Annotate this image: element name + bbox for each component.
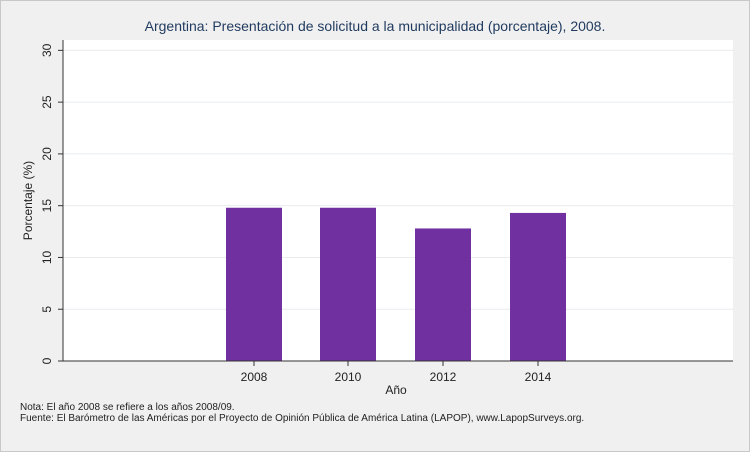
x-tick-label: 2014 (525, 370, 552, 384)
x-tick-label: 2010 (335, 370, 362, 384)
bar-chart: 0 5 10 15 20 25 30 2008 2010 2012 2014 Porcentaje … (21, 40, 733, 397)
bar-2014 (510, 212, 566, 361)
y-tick-label: 0 (40, 357, 54, 364)
y-tick-label: 20 (40, 147, 54, 161)
y-tick-label: 10 (40, 250, 54, 264)
x-tick-label: 2008 (241, 370, 268, 384)
bar-2012 (415, 228, 471, 361)
y-tick-label: 5 (40, 306, 54, 313)
axes: 0 5 10 15 20 25 30 2008 2010 2012 2014 (40, 40, 733, 384)
x-tick-label: 2012 (430, 370, 457, 384)
bar-2010 (320, 207, 376, 361)
chart-title: Argentina: Presentación de solicitud a l… (144, 18, 606, 34)
y-axis-title: Porcentaje (%) (21, 161, 35, 240)
chart-notes: Nota: El año 2008 se refiere a los años … (20, 402, 584, 424)
bars (226, 207, 566, 361)
note-text: Nota: El año 2008 se refiere a los años … (20, 402, 235, 413)
source-text: Fuente: El Barómetro de las Américas por… (20, 413, 585, 424)
bar-2008 (226, 207, 282, 361)
y-tick-label: 30 (40, 43, 54, 57)
y-tick-label: 15 (40, 199, 54, 213)
y-tick-label: 25 (40, 95, 54, 109)
x-axis-title: Año (385, 383, 407, 397)
plot-area (63, 40, 733, 361)
grid-lines (63, 49, 733, 310)
